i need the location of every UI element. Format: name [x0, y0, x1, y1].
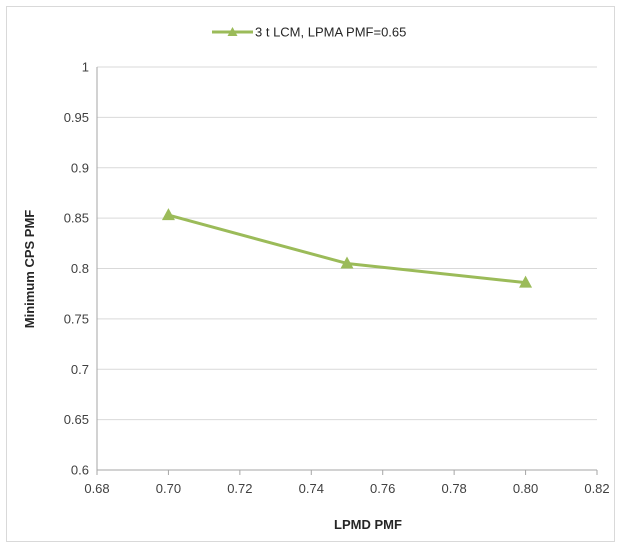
x-tick-label: 0.82: [584, 481, 609, 496]
y-tick-label: 0.8: [71, 261, 89, 276]
x-tick-label: 0.68: [84, 481, 109, 496]
series-layer: [161, 208, 533, 288]
y-tick-label: 0.85: [64, 211, 89, 226]
chart-frame: 0.6 0.65 0.7 0.75 0.8 0.85 0.9 0.95 1 0.68 0.70 0.7…: [6, 6, 615, 542]
legend-label: 3 t LCM, LPMA PMF=0.65: [255, 25, 406, 40]
y-tick-label: 0.65: [64, 412, 89, 427]
x-tick-label: 0.80: [513, 481, 538, 496]
data-point-triangle: [519, 275, 533, 288]
x-tick-label: 0.74: [299, 481, 324, 496]
x-tick-label: 0.76: [370, 481, 395, 496]
data-point-triangle: [161, 208, 175, 221]
series-line: [168, 213, 526, 285]
legend: 3 t LCM, LPMA PMF=0.65: [212, 25, 406, 40]
y-tick-label: 0.7: [71, 362, 89, 377]
y-tick-label: 0.6: [71, 463, 89, 478]
x-tick-label: 0.72: [227, 481, 252, 496]
axes: 0.6 0.65 0.7 0.75 0.8 0.85 0.9 0.95 1 0.68 0.70 0.7…: [64, 60, 610, 497]
y-tick-label: 0.75: [64, 311, 89, 326]
x-tick-label: 0.70: [156, 481, 181, 496]
x-axis-title: LPMD PMF: [334, 517, 402, 532]
gridlines: [97, 66, 597, 471]
line-chart: 0.6 0.65 0.7 0.75 0.8 0.85 0.9 0.95 1 0.68 0.70 0.7…: [22, 25, 610, 533]
y-tick-label: 0.95: [64, 110, 89, 125]
x-tick-label: 0.78: [441, 481, 466, 496]
y-tick-label: 1: [82, 60, 89, 75]
data-point-triangle: [340, 256, 354, 269]
y-tick-label: 0.9: [71, 160, 89, 175]
legend-triangle-marker: [227, 27, 238, 36]
y-axis-title: Minimum CPS PMF: [22, 210, 37, 329]
